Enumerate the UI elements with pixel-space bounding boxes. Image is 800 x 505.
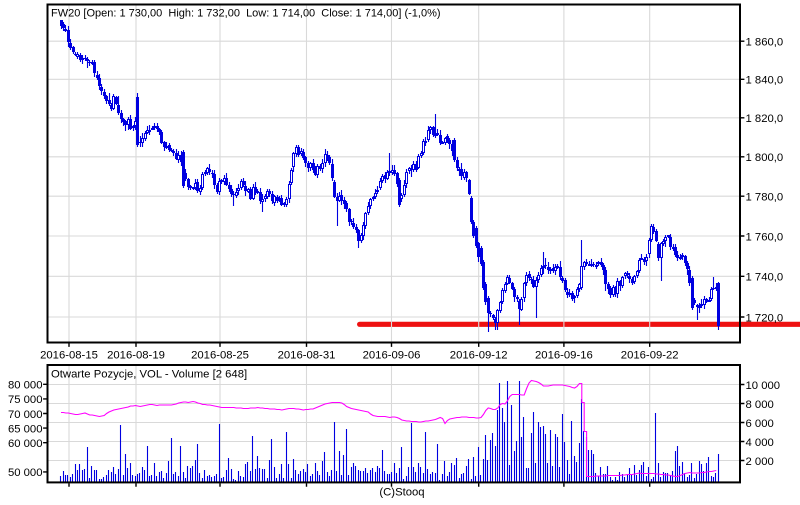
svg-text:1 840,0: 1 840,0: [746, 75, 784, 87]
svg-text:2016-09-12: 2016-09-12: [450, 350, 508, 362]
svg-text:6 000: 6 000: [746, 418, 774, 430]
svg-text:60 000: 60 000: [8, 438, 43, 450]
svg-text:2016-09-06: 2016-09-06: [363, 350, 421, 362]
svg-text:1 760,0: 1 760,0: [746, 231, 784, 243]
svg-text:1 780,0: 1 780,0: [746, 192, 784, 204]
svg-text:1 740,0: 1 740,0: [746, 272, 784, 284]
svg-text:1 800,0: 1 800,0: [746, 152, 784, 164]
svg-text:2 000: 2 000: [746, 456, 774, 468]
svg-text:2016-08-31: 2016-08-31: [278, 350, 336, 362]
svg-text:1 720,0: 1 720,0: [746, 312, 784, 324]
svg-text:75 000: 75 000: [8, 394, 43, 406]
svg-text:2016-08-25: 2016-08-25: [191, 350, 249, 362]
svg-text:70 000: 70 000: [8, 409, 43, 421]
svg-text:Otwarte Pozycje, VOL - Volume: Otwarte Pozycje, VOL - Volume [2 648]: [51, 369, 247, 381]
svg-text:(C)Stooq: (C)Stooq: [379, 486, 424, 498]
svg-text:8 000: 8 000: [746, 399, 774, 411]
svg-text:1 860,0: 1 860,0: [746, 37, 784, 49]
svg-text:2016-08-19: 2016-08-19: [107, 350, 165, 362]
svg-text:1 820,0: 1 820,0: [746, 113, 784, 125]
svg-text:80 000: 80 000: [8, 380, 43, 392]
svg-text:50 000: 50 000: [8, 467, 43, 479]
svg-text:65 000: 65 000: [8, 423, 43, 435]
svg-text:FW20 [Open: 1 730,00 High: 1: FW20 [Open: 1 730,00 High: 1 732,00 Low:…: [51, 8, 441, 20]
svg-text:4 000: 4 000: [746, 437, 774, 449]
svg-text:2016-09-16: 2016-09-16: [535, 350, 593, 362]
svg-text:10 000: 10 000: [746, 380, 781, 392]
svg-text:2016-08-15: 2016-08-15: [40, 350, 98, 362]
svg-text:2016-09-22: 2016-09-22: [621, 350, 679, 362]
